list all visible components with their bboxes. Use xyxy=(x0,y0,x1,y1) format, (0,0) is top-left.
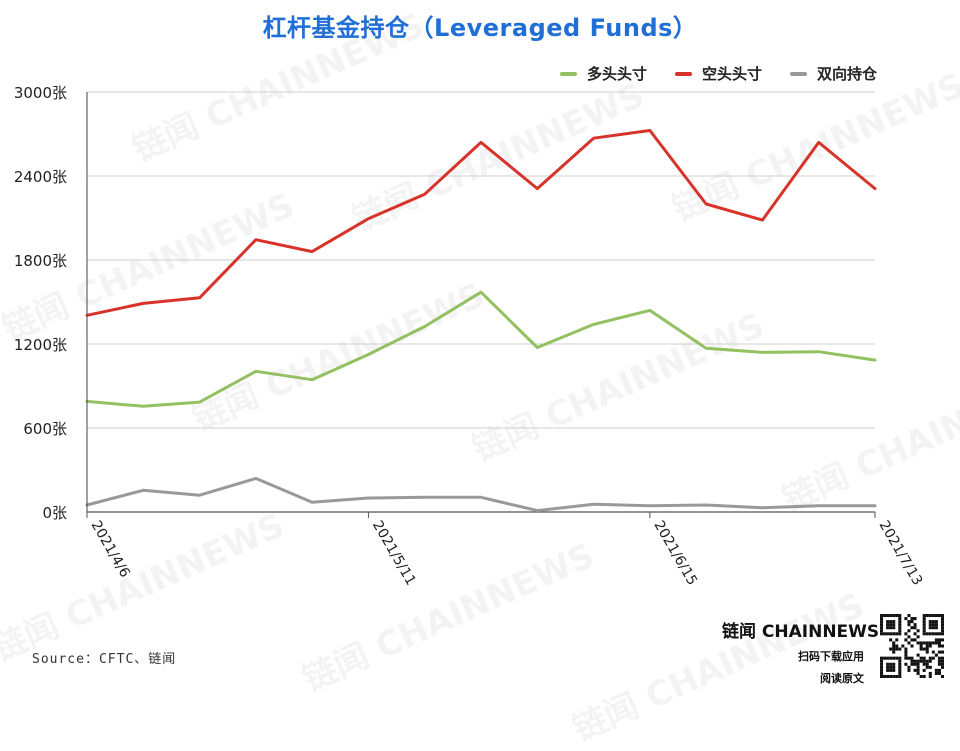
brand-download-text: 扫码下载应用 xyxy=(722,648,864,664)
y-tick-label: 3000张 xyxy=(14,84,67,102)
grid-lines xyxy=(87,92,875,512)
source-note: Source：CFTC、链闻 xyxy=(32,648,176,667)
legend-swatch-spread xyxy=(790,72,807,76)
x-tick-label: 2021/4/6 xyxy=(88,518,133,581)
series-line-1 xyxy=(87,131,875,316)
y-tick-label: 1200张 xyxy=(14,336,67,354)
legend-label-spread: 双向持仓 xyxy=(817,63,877,84)
legend: 多头头寸 空头头寸 双向持仓 xyxy=(560,63,877,84)
series-line-2 xyxy=(87,478,875,510)
series-line-0 xyxy=(87,292,875,406)
y-tick-label: 2400张 xyxy=(14,168,67,186)
legend-swatch-long xyxy=(560,72,577,76)
x-tick-labels: 2021/4/6 2021/5/11 2021/6/15 2021/7/13 xyxy=(87,512,925,588)
brand-read-text: 阅读原文 xyxy=(722,670,864,686)
legend-swatch-short xyxy=(675,72,692,76)
x-tick-label: 2021/6/15 xyxy=(650,518,700,588)
y-tick-label: 600张 xyxy=(23,420,67,438)
y-tick-labels: 0张 600张 1200张 1800张 2400张 3000张 xyxy=(14,84,67,522)
brand-name: 链闻 CHAINNEWS xyxy=(722,617,864,642)
legend-item-spread: 双向持仓 xyxy=(790,63,877,84)
legend-item-long: 多头头寸 xyxy=(560,63,647,84)
brand-block: 链闻 CHAINNEWS 扫码下载应用 阅读原文 xyxy=(722,617,864,686)
y-tick-label: 1800张 xyxy=(14,252,67,270)
series-lines xyxy=(87,130,875,510)
legend-label-long: 多头头寸 xyxy=(587,63,647,84)
x-tick-label: 2021/5/11 xyxy=(369,518,419,588)
y-tick-label: 0张 xyxy=(42,504,67,522)
qr-code-icon[interactable] xyxy=(880,614,944,678)
legend-label-short: 空头头寸 xyxy=(702,63,762,84)
x-tick-label: 2021/7/13 xyxy=(876,518,926,588)
legend-item-short: 空头头寸 xyxy=(675,63,762,84)
